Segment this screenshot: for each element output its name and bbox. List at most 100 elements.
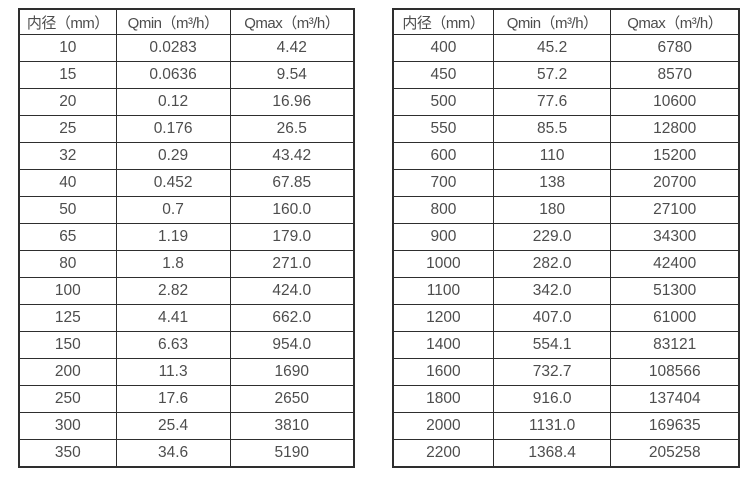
data-cell: 12800	[610, 115, 740, 143]
data-cell: 25	[18, 115, 117, 143]
data-cell: 6780	[610, 34, 740, 62]
data-cell: 34300	[610, 223, 740, 251]
data-cell: 1000	[392, 250, 494, 278]
data-cell: 110	[492, 142, 612, 170]
data-cell: 6.63	[115, 331, 231, 359]
data-cell: 3810	[229, 412, 355, 440]
data-cell: 40	[18, 169, 117, 197]
data-cell: 0.12	[115, 88, 231, 116]
data-cell: 1600	[392, 358, 494, 386]
data-cell: 43.42	[229, 142, 355, 170]
data-cell: 407.0	[492, 304, 612, 332]
data-cell: 342.0	[492, 277, 612, 305]
data-cell: 15	[18, 61, 117, 89]
data-cell: 662.0	[229, 304, 355, 332]
data-cell: 67.85	[229, 169, 355, 197]
table-row: 125 4.41 662.0	[18, 304, 355, 332]
table-row: 1200 407.0 61000	[392, 304, 740, 332]
table-row: 550 85.5 12800	[392, 115, 740, 143]
data-cell: 1800	[392, 385, 494, 413]
table-row: 900 229.0 34300	[392, 223, 740, 251]
data-cell: 1131.0	[492, 412, 612, 440]
data-cell: 160.0	[229, 196, 355, 224]
table-header: 内径（mm） Qmin（m³/h） Qmax（m³/h）	[18, 8, 355, 35]
data-cell: 500	[392, 88, 494, 116]
table-row: 40 0.452 67.85	[18, 169, 355, 197]
data-cell: 732.7	[492, 358, 612, 386]
data-cell: 300	[18, 412, 117, 440]
table-row: 25 0.176 26.5	[18, 115, 355, 143]
data-cell: 27100	[610, 196, 740, 224]
data-cell: 8570	[610, 61, 740, 89]
data-cell: 50	[18, 196, 117, 224]
table-row: 500 77.6 10600	[392, 88, 740, 116]
data-cell: 108566	[610, 358, 740, 386]
table-header: 内径（mm） Qmin（m³/h） Qmax（m³/h）	[392, 8, 740, 35]
data-cell: 2650	[229, 385, 355, 413]
data-cell: 0.452	[115, 169, 231, 197]
data-cell: 16.96	[229, 88, 355, 116]
data-cell: 11.3	[115, 358, 231, 386]
data-cell: 57.2	[492, 61, 612, 89]
table-row: 10 0.0283 4.42	[18, 34, 355, 62]
flow-rate-table-dn10-dn350: 内径（mm） Qmin（m³/h） Qmax（m³/h） 10 0.0283 4.42 1…	[18, 8, 355, 468]
table-row: 350 34.6 5190	[18, 439, 355, 468]
header-row: 内径（mm） Qmin（m³/h） Qmax（m³/h）	[18, 8, 355, 35]
data-cell: 42400	[610, 250, 740, 278]
data-cell: 51300	[610, 277, 740, 305]
data-cell: 229.0	[492, 223, 612, 251]
table-row: 450 57.2 8570	[392, 61, 740, 89]
data-cell: 25.4	[115, 412, 231, 440]
table-body: 10 0.0283 4.42 15 0.0636 9.54 20 0.12 16.96 25 0.1…	[18, 34, 355, 468]
data-cell: 5190	[229, 439, 355, 468]
table-row: 1600 732.7 108566	[392, 358, 740, 386]
data-cell: 100	[18, 277, 117, 305]
data-cell: 20700	[610, 169, 740, 197]
data-cell: 2200	[392, 439, 494, 468]
header-cell: Qmax（m³/h）	[610, 8, 740, 35]
data-cell: 17.6	[115, 385, 231, 413]
table-row: 400 45.2 6780	[392, 34, 740, 62]
data-cell: 0.0283	[115, 34, 231, 62]
data-cell: 200	[18, 358, 117, 386]
table-row: 250 17.6 2650	[18, 385, 355, 413]
data-cell: 600	[392, 142, 494, 170]
data-cell: 550	[392, 115, 494, 143]
table-row: 800 180 27100	[392, 196, 740, 224]
data-cell: 282.0	[492, 250, 612, 278]
data-cell: 80	[18, 250, 117, 278]
data-cell: 1.8	[115, 250, 231, 278]
table-row: 50 0.7 160.0	[18, 196, 355, 224]
table-row: 1400 554.1 83121	[392, 331, 740, 359]
data-cell: 271.0	[229, 250, 355, 278]
data-cell: 0.7	[115, 196, 231, 224]
data-cell: 137404	[610, 385, 740, 413]
data-cell: 0.0636	[115, 61, 231, 89]
data-cell: 900	[392, 223, 494, 251]
data-cell: 1200	[392, 304, 494, 332]
data-cell: 15200	[610, 142, 740, 170]
header-cell: Qmin（m³/h）	[115, 8, 231, 35]
data-cell: 10600	[610, 88, 740, 116]
data-cell: 400	[392, 34, 494, 62]
data-cell: 10	[18, 34, 117, 62]
data-cell: 180	[492, 196, 612, 224]
data-cell: 800	[392, 196, 494, 224]
table-row: 15 0.0636 9.54	[18, 61, 355, 89]
data-cell: 424.0	[229, 277, 355, 305]
data-cell: 83121	[610, 331, 740, 359]
data-cell: 1100	[392, 277, 494, 305]
data-cell: 169635	[610, 412, 740, 440]
header-cell: 内径（mm）	[392, 8, 494, 35]
data-cell: 4.42	[229, 34, 355, 62]
header-cell: 内径（mm）	[18, 8, 117, 35]
data-cell: 1690	[229, 358, 355, 386]
table-row: 700 138 20700	[392, 169, 740, 197]
table-row: 32 0.29 43.42	[18, 142, 355, 170]
data-cell: 0.176	[115, 115, 231, 143]
data-cell: 350	[18, 439, 117, 468]
table-row: 1800 916.0 137404	[392, 385, 740, 413]
table-row: 100 2.82 424.0	[18, 277, 355, 305]
data-cell: 77.6	[492, 88, 612, 116]
header-row: 内径（mm） Qmin（m³/h） Qmax（m³/h）	[392, 8, 740, 35]
